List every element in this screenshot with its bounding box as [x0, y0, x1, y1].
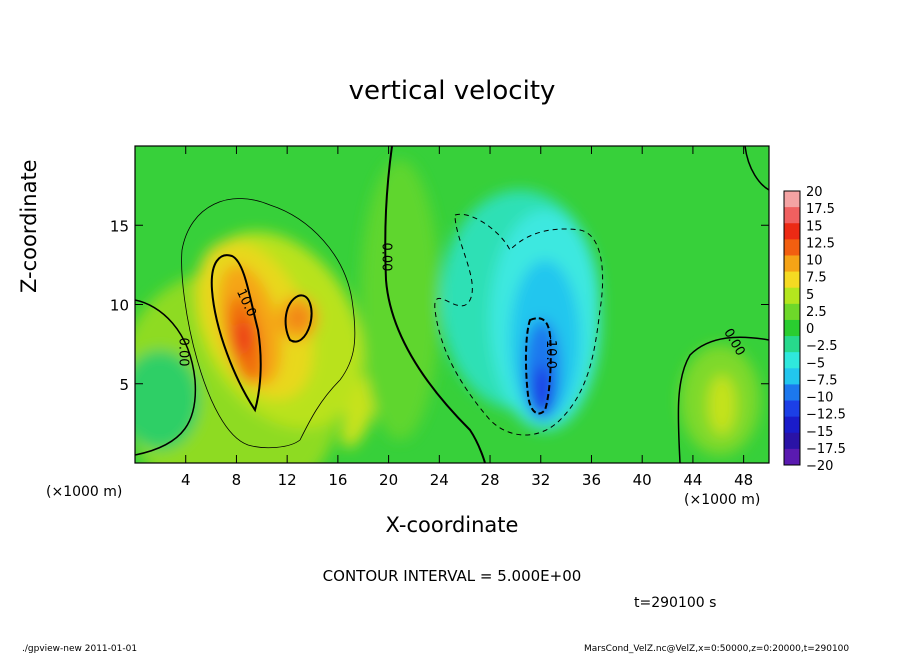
x-tick-label: 16 — [328, 471, 347, 489]
colorbar-label: 10 — [806, 254, 823, 269]
colorbar-swatch — [784, 287, 800, 305]
colorbar-swatch — [784, 352, 800, 369]
contour-5-thin — [181, 198, 356, 449]
footer-right: MarsCond_VelZ.nc@VelZ,x=0:50000,z=0:2000… — [584, 644, 850, 654]
contour-10-right — [284, 294, 313, 343]
x-tick-label: 44 — [683, 471, 702, 489]
contour-lines — [135, 146, 769, 463]
contour-neg5-dashed — [434, 213, 604, 436]
colorbar-label: −17.5 — [806, 442, 846, 457]
x-tick-label: 36 — [582, 471, 601, 489]
colorbar-label: 12.5 — [806, 236, 835, 251]
colorbar-swatch — [784, 271, 800, 289]
colorbar-label: 20 — [806, 185, 823, 200]
time-stamp: t=290100 s — [634, 595, 717, 611]
x-tick-label: 28 — [480, 471, 499, 489]
colorbar-swatch — [784, 416, 800, 434]
colorbar-label: 15 — [806, 219, 823, 234]
x-tick-label: 32 — [531, 471, 550, 489]
x-ticks: 4 8 12 16 20 24 28 32 36 40 44 48 — [181, 146, 753, 489]
x-unit-label-right: (×1000 m) — [684, 492, 761, 508]
contour-10-left — [210, 254, 262, 413]
contour-label: -10.0 — [543, 335, 558, 369]
contour-label: 0.00 — [175, 338, 190, 367]
x-tick-label: 12 — [278, 471, 297, 489]
colorbar-swatch — [784, 432, 800, 450]
colorbar-label: −2.5 — [806, 339, 838, 354]
y-tick-label: 5 — [119, 376, 129, 394]
x-unit-label-left: (×1000 m) — [46, 484, 123, 500]
colorbar-swatch — [784, 384, 800, 402]
colorbar-label: −15 — [806, 425, 833, 440]
contour-zero-topright — [744, 146, 769, 191]
colorbar-swatch — [784, 223, 800, 240]
footer-left: ./gpview-new 2011-01-01 — [22, 644, 138, 654]
colorbar-frame — [783, 190, 801, 466]
colorbar-swatch — [784, 368, 800, 385]
y-tick-label: 15 — [110, 217, 129, 235]
contour-zero-left — [135, 299, 197, 456]
colorbar-swatch — [784, 191, 800, 208]
colorbar-label: 7.5 — [806, 271, 827, 286]
colorbar: 20 17.5 15 12.5 10 7.5 5 2.5 0 −2.5 −5 −7.5 −10 −12.5… — [783, 185, 846, 474]
x-tick-label: 4 — [181, 471, 191, 489]
chart-title: vertical velocity — [348, 76, 556, 106]
colorbar-label: 17.5 — [806, 202, 835, 217]
contour-zero-center — [384, 146, 486, 463]
contour-interval: CONTOUR INTERVAL = 5.000E+00 — [322, 567, 582, 585]
colorbar-swatch — [784, 255, 800, 273]
colorbar-swatch — [784, 207, 800, 224]
colorbar-swatch — [784, 336, 800, 353]
colorbar-label: −7.5 — [806, 373, 838, 388]
x-tick-label: 24 — [430, 471, 449, 489]
colorbar-label: −20 — [806, 459, 833, 474]
colorbar-swatch — [784, 319, 800, 337]
x-tick-label: 8 — [232, 471, 242, 489]
x-tick-label: 40 — [633, 471, 652, 489]
colorbar-label: 5 — [806, 288, 814, 303]
heatmap-field — [135, 146, 769, 463]
x-axis-label: X-coordinate — [385, 513, 519, 537]
x-tick-label: 20 — [379, 471, 398, 489]
x-tick-label: 48 — [734, 471, 753, 489]
colorbar-label: 2.5 — [806, 305, 827, 320]
contour-neg10-dashed — [524, 317, 552, 415]
colorbar-swatch — [784, 239, 800, 256]
colorbar-label: −12.5 — [806, 408, 846, 423]
colorbar-label: −5 — [806, 356, 825, 371]
colorbar-label: 0 — [806, 322, 814, 337]
colorbar-swatch — [784, 400, 800, 418]
contour-label: 0.00 — [378, 242, 393, 271]
colorbar-swatch — [784, 448, 800, 466]
contour-zero-right — [677, 336, 769, 463]
colorbar-label: −10 — [806, 391, 833, 406]
y-tick-label: 10 — [110, 297, 129, 315]
colorbar-swatch — [784, 303, 800, 321]
y-ticks: 5 10 15 — [110, 217, 769, 394]
